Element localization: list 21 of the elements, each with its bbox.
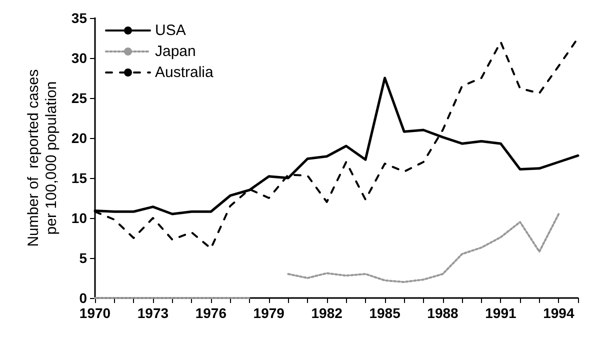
legend-label: Australia xyxy=(155,64,214,81)
x-tick-label: 1976 xyxy=(195,305,227,321)
x-tick-label: 1994 xyxy=(543,305,574,321)
y-tick-label: 25 xyxy=(71,90,88,106)
y-tick-label: 35 xyxy=(71,10,88,26)
x-tick-label: 1991 xyxy=(485,305,516,321)
x-tick-label: 1979 xyxy=(253,305,285,321)
y-tick-label: 30 xyxy=(71,50,88,66)
y-tick-label: 15 xyxy=(71,170,88,186)
x-tick-label: 1988 xyxy=(427,305,459,321)
y-tick-label: 10 xyxy=(71,210,88,226)
y-tick-label: 0 xyxy=(79,290,88,306)
x-tick-label: 1970 xyxy=(79,305,111,321)
y-tick-label: 5 xyxy=(79,250,88,266)
y-tick-label: 20 xyxy=(71,130,88,146)
x-tick-label: 1985 xyxy=(369,305,401,321)
y-axis-title: Number of reported cases per 100,000 population xyxy=(25,69,60,247)
x-tick-label: 1982 xyxy=(311,305,343,321)
legend-label: USA xyxy=(155,22,186,39)
legend-label: Japan xyxy=(155,43,196,60)
x-tick-label: 1973 xyxy=(137,305,169,321)
